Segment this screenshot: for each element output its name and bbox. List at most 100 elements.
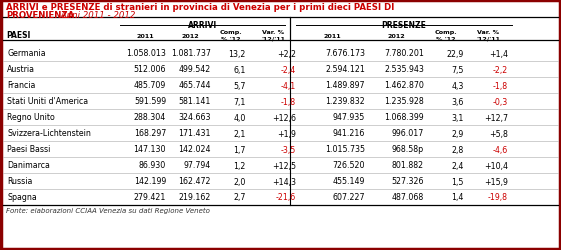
Text: 22,9: 22,9 <box>447 49 464 58</box>
Text: +1,4: +1,4 <box>489 49 508 58</box>
Text: 996.017: 996.017 <box>392 129 424 138</box>
Bar <box>3 189 558 205</box>
Text: Fonte: elaborazioni CCIAA Venezia su dati Regione Veneto: Fonte: elaborazioni CCIAA Venezia su dat… <box>6 207 210 213</box>
Bar <box>3 46 558 62</box>
Text: 607.227: 607.227 <box>333 193 365 202</box>
Text: 1.015.735: 1.015.735 <box>325 145 365 154</box>
Text: 4,3: 4,3 <box>452 81 464 90</box>
Text: 801.882: 801.882 <box>392 161 424 170</box>
Text: 1,7: 1,7 <box>233 145 246 154</box>
Text: -0,3: -0,3 <box>493 97 508 106</box>
Bar <box>3 94 558 110</box>
Text: 487.068: 487.068 <box>392 193 424 202</box>
Text: Spagna: Spagna <box>7 193 37 202</box>
Text: 1.235.928: 1.235.928 <box>384 97 424 106</box>
Text: +5,8: +5,8 <box>489 129 508 138</box>
Text: 1.058.013: 1.058.013 <box>126 49 166 58</box>
Text: Comp.
% '12: Comp. % '12 <box>435 30 457 42</box>
Text: 527.326: 527.326 <box>392 177 424 186</box>
Text: 1,5: 1,5 <box>452 177 464 186</box>
Text: Regno Unito: Regno Unito <box>7 113 55 122</box>
Bar <box>3 126 558 142</box>
Text: Stati Uniti d'America: Stati Uniti d'America <box>7 97 88 106</box>
Text: 1.462.870: 1.462.870 <box>384 81 424 90</box>
Text: 2,8: 2,8 <box>452 145 464 154</box>
Text: 968.58p: 968.58p <box>392 145 424 154</box>
Text: +12,7: +12,7 <box>484 113 508 122</box>
Text: 2,9: 2,9 <box>452 129 464 138</box>
Text: Francia: Francia <box>7 81 35 90</box>
Text: 941.216: 941.216 <box>333 129 365 138</box>
Text: ARRIVI e PRESENZE di stranieri in provincia di Venezia per i primi dieci PAESI D: ARRIVI e PRESENZE di stranieri in provin… <box>6 3 394 12</box>
Text: 2.535.943: 2.535.943 <box>384 65 424 74</box>
Text: -2,2: -2,2 <box>493 65 508 74</box>
Text: Comp.
% '12: Comp. % '12 <box>219 30 242 42</box>
Text: 2011: 2011 <box>136 33 154 38</box>
Text: 2,1: 2,1 <box>233 129 246 138</box>
Text: -4,1: -4,1 <box>280 81 296 90</box>
Text: Paesi Bassi: Paesi Bassi <box>7 145 50 154</box>
Text: 591.599: 591.599 <box>134 97 166 106</box>
Text: 2011: 2011 <box>324 33 341 38</box>
Text: +1,9: +1,9 <box>277 129 296 138</box>
Text: +15,9: +15,9 <box>484 177 508 186</box>
Bar <box>3 62 558 78</box>
Text: Austria: Austria <box>7 65 35 74</box>
Text: 2012: 2012 <box>182 33 199 38</box>
Bar <box>3 78 558 94</box>
Text: 2.594.121: 2.594.121 <box>325 65 365 74</box>
Text: -4,6: -4,6 <box>493 145 508 154</box>
Text: +14,3: +14,3 <box>272 177 296 186</box>
Text: 465.744: 465.744 <box>178 81 211 90</box>
Text: 485.709: 485.709 <box>134 81 166 90</box>
Text: 86.930: 86.930 <box>139 161 166 170</box>
Text: 4,0: 4,0 <box>233 113 246 122</box>
Bar <box>3 110 558 126</box>
Text: 2,7: 2,7 <box>233 193 246 202</box>
Text: 947.935: 947.935 <box>333 113 365 122</box>
Text: -2,4: -2,4 <box>280 65 296 74</box>
Text: Danimarca: Danimarca <box>7 161 50 170</box>
Text: PAESI: PAESI <box>6 31 30 40</box>
Bar <box>3 142 558 157</box>
Text: 6,1: 6,1 <box>233 65 246 74</box>
Text: +12,6: +12,6 <box>272 113 296 122</box>
Text: 1,2: 1,2 <box>233 161 246 170</box>
Text: -21,6: -21,6 <box>276 193 296 202</box>
Text: +12,5: +12,5 <box>272 161 296 170</box>
Text: -3,5: -3,5 <box>280 145 296 154</box>
Text: -1,8: -1,8 <box>493 81 508 90</box>
Text: -19,8: -19,8 <box>488 193 508 202</box>
Text: 7,1: 7,1 <box>233 97 246 106</box>
Text: 7.676.173: 7.676.173 <box>325 49 365 58</box>
Text: 3,1: 3,1 <box>452 113 464 122</box>
Text: 726.520: 726.520 <box>333 161 365 170</box>
Text: 279.421: 279.421 <box>134 193 166 202</box>
Text: 455.149: 455.149 <box>333 177 365 186</box>
Text: ARRIVI: ARRIVI <box>188 22 217 30</box>
Text: Russia: Russia <box>7 177 33 186</box>
Text: 97.794: 97.794 <box>184 161 211 170</box>
Text: +2,2: +2,2 <box>277 49 296 58</box>
Text: PROVENIENZA.: PROVENIENZA. <box>6 11 78 20</box>
Text: 2,0: 2,0 <box>233 177 246 186</box>
Text: 2,4: 2,4 <box>452 161 464 170</box>
Text: 1.068.399: 1.068.399 <box>384 113 424 122</box>
Text: 499.542: 499.542 <box>179 65 211 74</box>
Text: Svizzera-Lichtenstein: Svizzera-Lichtenstein <box>7 129 91 138</box>
Text: 288.304: 288.304 <box>134 113 166 122</box>
Text: 1.081.737: 1.081.737 <box>171 49 211 58</box>
Text: 512.006: 512.006 <box>134 65 166 74</box>
Text: PRESENZE: PRESENZE <box>381 22 426 30</box>
Text: 162.472: 162.472 <box>178 177 211 186</box>
Text: 3,6: 3,6 <box>452 97 464 106</box>
Text: +10,4: +10,4 <box>484 161 508 170</box>
Text: 1.489.897: 1.489.897 <box>325 81 365 90</box>
Bar <box>3 173 558 189</box>
Text: 1,4: 1,4 <box>452 193 464 202</box>
Text: 2012: 2012 <box>388 33 406 38</box>
Bar <box>3 157 558 173</box>
Text: 5,7: 5,7 <box>233 81 246 90</box>
Text: 142.024: 142.024 <box>178 145 211 154</box>
Text: 142.199: 142.199 <box>134 177 166 186</box>
